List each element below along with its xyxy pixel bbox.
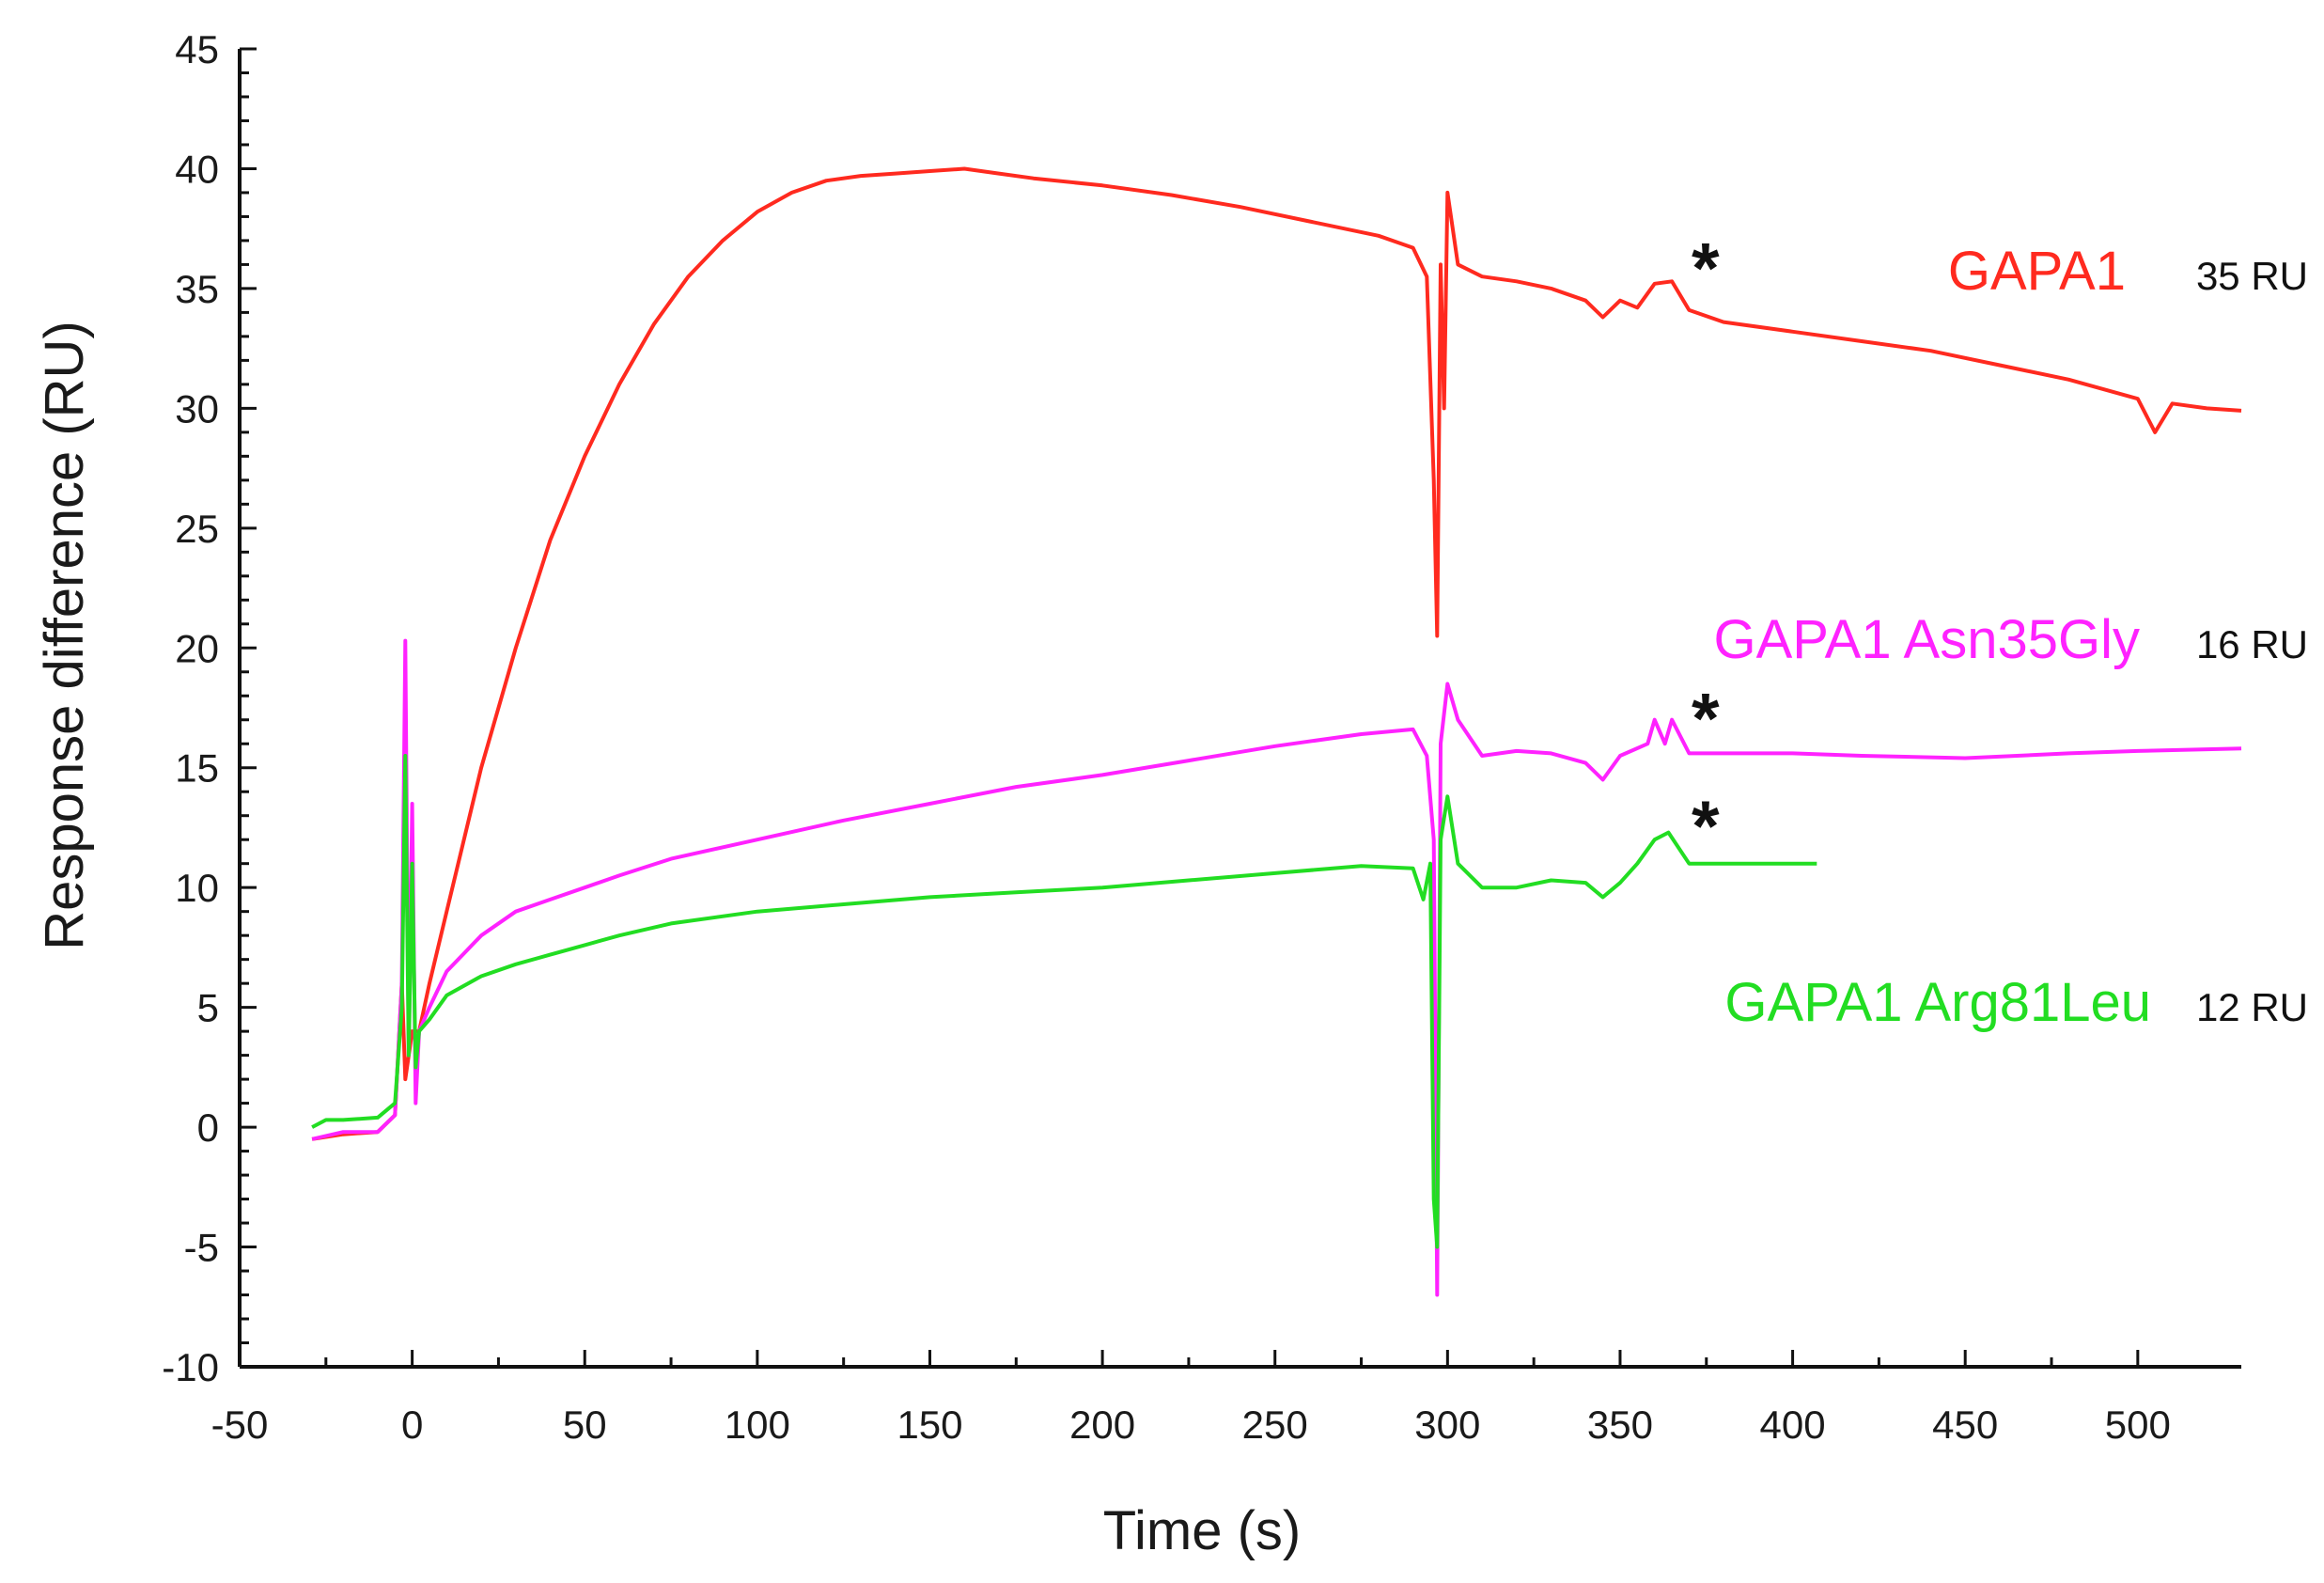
asterisk-marker: * — [1692, 787, 1720, 867]
series-name-label: GAPA1 — [1948, 241, 2126, 302]
x-tick-label: 50 — [563, 1403, 607, 1447]
series-value-label: 35 RU — [2196, 254, 2308, 298]
y-tick-label: 10 — [175, 866, 219, 910]
y-tick-label: 5 — [197, 986, 219, 1030]
x-tick-label: 450 — [1932, 1403, 1998, 1447]
series-name-label: GAPA1 Arg81Leu — [1724, 972, 2151, 1033]
asterisk-marker: * — [1692, 228, 1720, 308]
x-tick-label: 400 — [1760, 1403, 1826, 1447]
y-tick-label: -5 — [184, 1226, 219, 1270]
x-tick-label: 150 — [897, 1403, 962, 1447]
series-line-3 — [311, 754, 1817, 1249]
y-tick-label: 15 — [175, 746, 219, 791]
y-tick-label: 20 — [175, 626, 219, 670]
x-tick-label: 200 — [1069, 1403, 1135, 1447]
series-value-label: 16 RU — [2196, 622, 2308, 666]
y-tick-label: 0 — [197, 1105, 219, 1150]
x-tick-label: 0 — [401, 1403, 423, 1447]
series-value-label: 12 RU — [2196, 985, 2308, 1029]
axes — [238, 49, 2241, 1369]
x-tick-label: 500 — [2105, 1403, 2171, 1447]
y-tick-label: 30 — [175, 386, 219, 431]
y-axis-title: Response difference (RU) — [34, 321, 95, 949]
x-tick-label: 250 — [1242, 1403, 1308, 1447]
x-tick-label: 100 — [725, 1403, 790, 1447]
series-line-2 — [311, 638, 2242, 1297]
y-tick-label: -10 — [162, 1345, 219, 1389]
x-tick-label: -50 — [211, 1403, 269, 1447]
y-tick-label: 25 — [175, 507, 219, 551]
y-tick-label: 45 — [175, 27, 219, 71]
y-tick-label: 40 — [175, 147, 219, 191]
x-tick-label: 350 — [1587, 1403, 1653, 1447]
x-axis-title: Time (s) — [1103, 1500, 1301, 1561]
asterisk-marker: * — [1692, 679, 1720, 759]
x-tick-label: 300 — [1414, 1403, 1480, 1447]
series-labels: GAPA1 35 RU * GAPA1 Asn35Gly 16 RU * GAPA1 Arg… — [1692, 228, 2308, 1033]
x-axis-ticks: -50 0 50 100 150 200 250 300 350 400 450 500 — [211, 1350, 2171, 1447]
series-group — [311, 166, 2242, 1297]
series-line-1 — [311, 166, 2242, 1141]
y-axis-ticks: -10 -5 0 5 10 15 20 25 30 35 40 45 — [162, 27, 257, 1389]
series-name-label: GAPA1 Asn35Gly — [1714, 609, 2141, 670]
y-tick-label: 35 — [175, 267, 219, 311]
